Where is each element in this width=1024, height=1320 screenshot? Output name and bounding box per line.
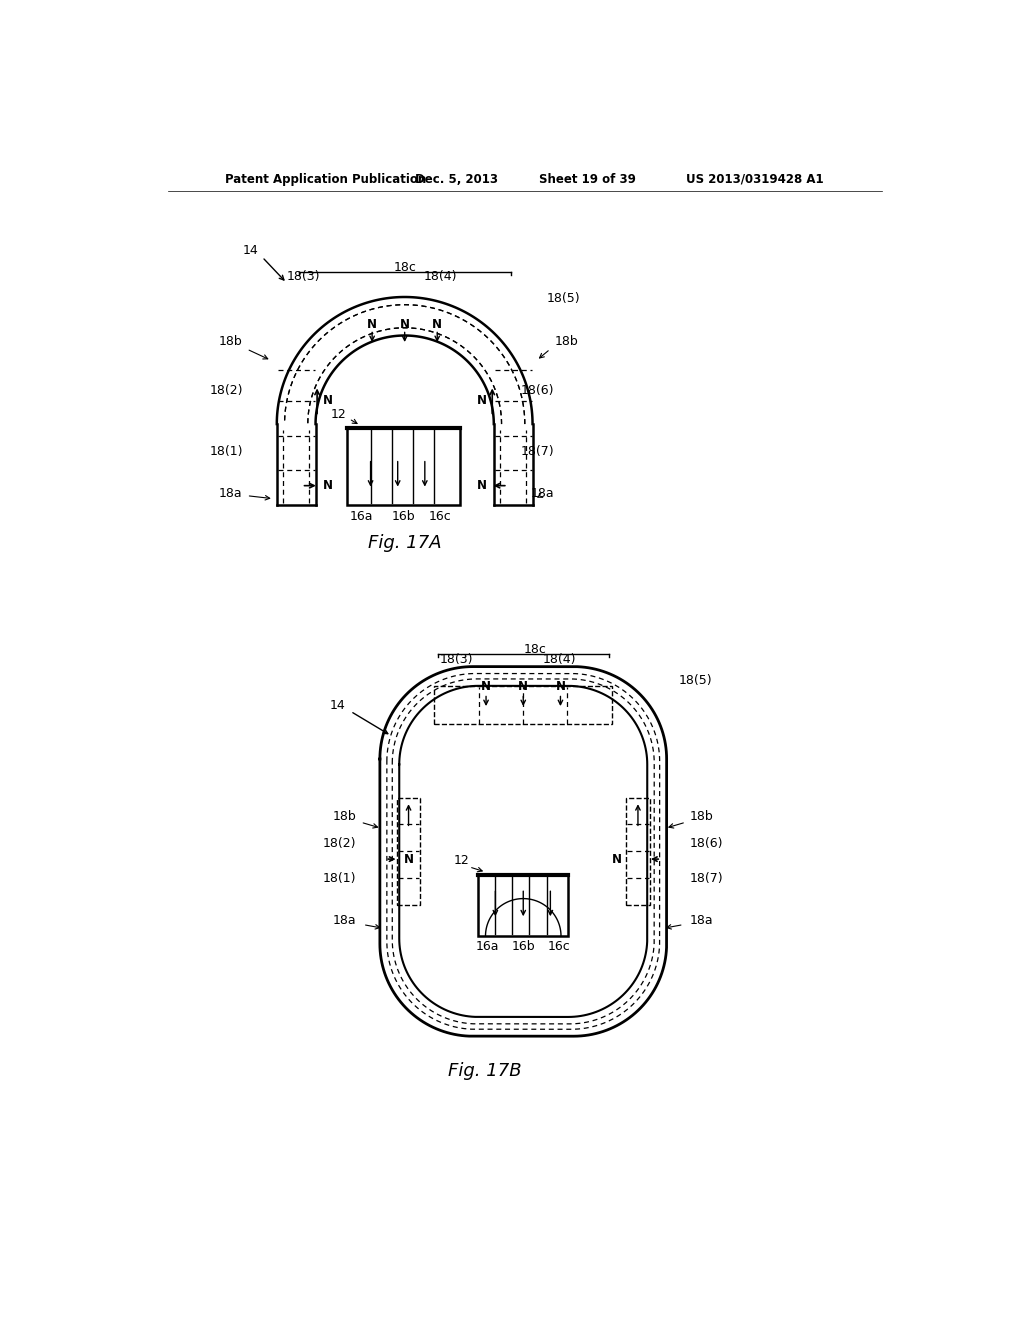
- Text: N: N: [399, 318, 410, 330]
- Text: 18(5): 18(5): [678, 675, 712, 686]
- Text: 18b: 18b: [219, 335, 243, 347]
- Text: 14: 14: [330, 698, 345, 711]
- Text: N: N: [323, 395, 333, 408]
- Text: Fig. 17A: Fig. 17A: [368, 535, 441, 552]
- Text: 18(7): 18(7): [690, 871, 724, 884]
- Text: 12: 12: [331, 408, 346, 421]
- Text: N: N: [518, 680, 528, 693]
- Text: 18(2): 18(2): [324, 837, 356, 850]
- Text: 12: 12: [454, 854, 469, 867]
- Text: 18b: 18b: [333, 810, 356, 824]
- Text: 16c: 16c: [429, 510, 452, 523]
- Text: 18a: 18a: [690, 915, 714, 927]
- Text: 16c: 16c: [548, 940, 570, 953]
- Text: N: N: [555, 680, 565, 693]
- Text: 18a: 18a: [333, 915, 356, 927]
- Text: 18c: 18c: [393, 261, 416, 275]
- Text: N: N: [476, 479, 486, 492]
- Text: N: N: [476, 395, 486, 408]
- Text: 18a: 18a: [219, 487, 243, 500]
- Text: 16a: 16a: [476, 940, 500, 953]
- Text: N: N: [323, 479, 333, 492]
- Text: N: N: [481, 680, 492, 693]
- Bar: [627, 797, 649, 906]
- Text: 18(1): 18(1): [324, 871, 356, 884]
- Bar: [434, 686, 612, 725]
- Text: N: N: [404, 853, 415, 866]
- Text: 18a: 18a: [530, 487, 554, 500]
- Bar: [397, 797, 420, 906]
- Text: N: N: [368, 318, 377, 330]
- Text: Sheet 19 of 39: Sheet 19 of 39: [539, 173, 636, 186]
- Text: 18(7): 18(7): [520, 445, 554, 458]
- Text: 18b: 18b: [554, 335, 578, 347]
- Text: 16b: 16b: [391, 510, 415, 523]
- Text: 18b: 18b: [690, 810, 714, 824]
- Text: 18(5): 18(5): [547, 292, 581, 305]
- Bar: [347, 428, 460, 506]
- Text: 18(4): 18(4): [424, 271, 458, 284]
- Text: 18(6): 18(6): [690, 837, 723, 850]
- Text: Fig. 17B: Fig. 17B: [447, 1061, 521, 1080]
- Text: US 2013/0319428 A1: US 2013/0319428 A1: [686, 173, 823, 186]
- Text: Patent Application Publication: Patent Application Publication: [225, 173, 426, 186]
- Text: 16a: 16a: [349, 510, 373, 523]
- Text: 18(3): 18(3): [439, 653, 473, 667]
- Text: 18(1): 18(1): [209, 445, 243, 458]
- Bar: [478, 874, 568, 936]
- Text: 18c: 18c: [523, 643, 547, 656]
- Text: 16b: 16b: [511, 940, 536, 953]
- Text: N: N: [432, 318, 442, 330]
- Text: 18(2): 18(2): [209, 384, 243, 397]
- Text: N: N: [612, 853, 622, 866]
- Text: 14: 14: [243, 244, 258, 257]
- Text: 18(3): 18(3): [287, 271, 321, 284]
- Text: 18(6): 18(6): [521, 384, 554, 397]
- Text: 18(4): 18(4): [543, 653, 577, 667]
- Text: Dec. 5, 2013: Dec. 5, 2013: [415, 173, 498, 186]
